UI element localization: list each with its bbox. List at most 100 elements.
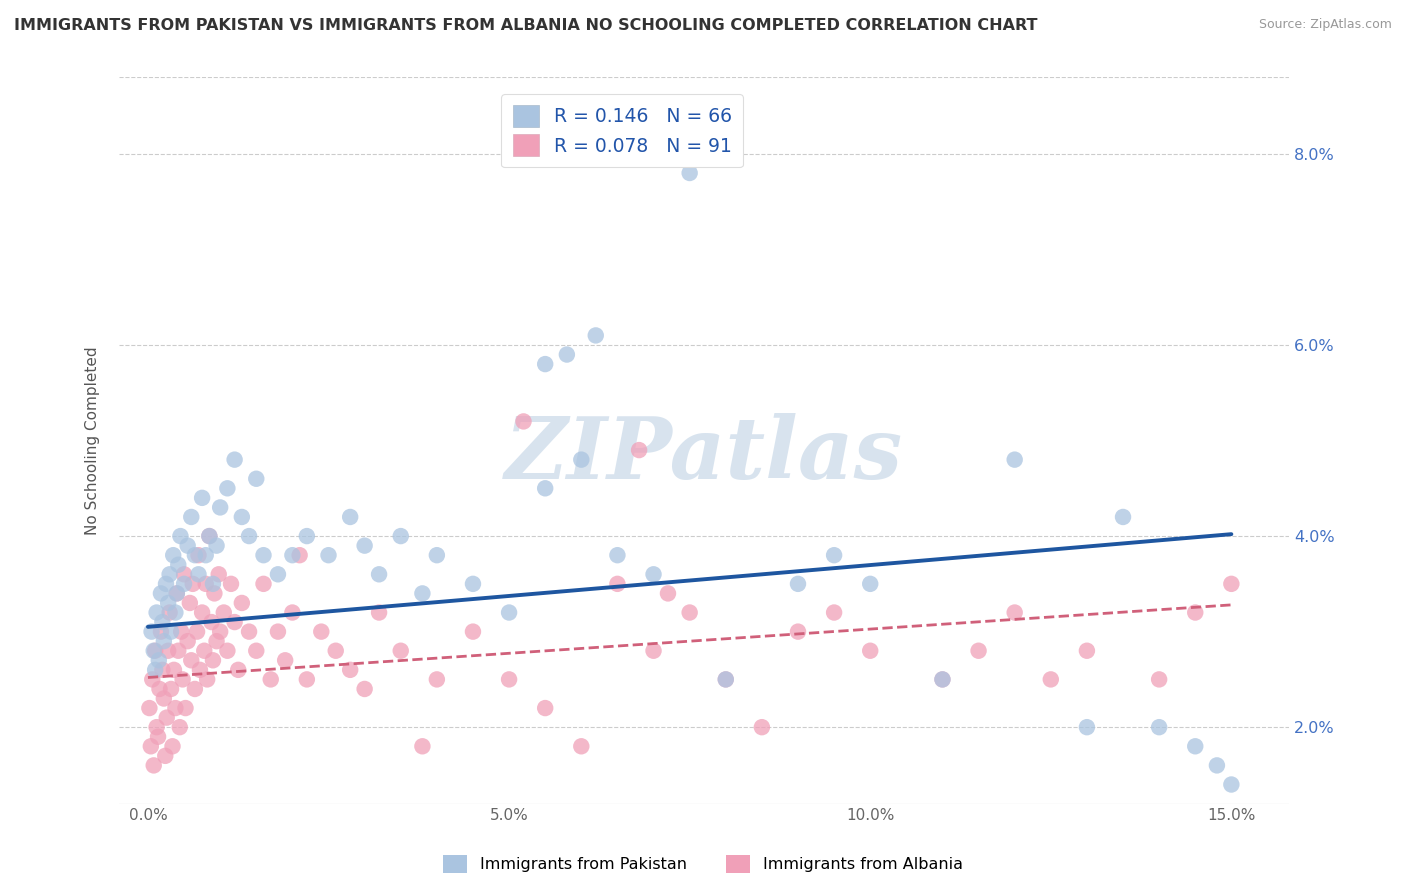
Point [208, 567, 231, 582]
Point [187, 567, 209, 582]
Point [534, 357, 557, 371]
Point [426, 673, 449, 687]
Point [267, 567, 290, 582]
Point [159, 567, 181, 582]
Point [295, 673, 318, 687]
Point [170, 624, 193, 639]
Point [859, 644, 882, 658]
Point [1220, 577, 1243, 591]
Point [787, 624, 810, 639]
Point [138, 701, 160, 715]
Text: ZIPatlas: ZIPatlas [505, 413, 903, 497]
Point [281, 606, 304, 620]
Point [209, 500, 232, 515]
Point [657, 586, 679, 600]
Point [643, 567, 665, 582]
Point [823, 606, 845, 620]
Point [172, 673, 194, 687]
Point [141, 673, 163, 687]
Point [231, 510, 253, 524]
Point [146, 730, 169, 744]
Point [967, 644, 990, 658]
Point [187, 548, 209, 562]
Point [165, 701, 187, 715]
Point [555, 347, 578, 361]
Point [181, 577, 204, 591]
Point [311, 624, 333, 639]
Point [389, 644, 412, 658]
Point [679, 606, 702, 620]
Point [166, 586, 188, 600]
Point [931, 673, 953, 687]
Point [201, 577, 224, 591]
Point [1112, 510, 1135, 524]
Point [1004, 452, 1026, 467]
Point [202, 586, 225, 600]
Point [195, 673, 218, 687]
Point [191, 606, 214, 620]
Point [1206, 758, 1229, 772]
Point [142, 758, 165, 772]
Point [339, 510, 361, 524]
Point [1147, 720, 1170, 734]
Point [169, 720, 191, 734]
Point [260, 673, 283, 687]
Point [217, 481, 239, 495]
Point [411, 739, 433, 754]
Point [148, 681, 170, 696]
Point [194, 548, 217, 562]
Point [145, 606, 167, 620]
Point [238, 529, 260, 543]
Point [245, 644, 267, 658]
Point [224, 452, 246, 467]
Point [160, 624, 183, 639]
Point [174, 701, 197, 715]
Point [512, 414, 534, 428]
Point [166, 586, 188, 600]
Point [606, 577, 628, 591]
Point [159, 606, 181, 620]
Point [585, 328, 607, 343]
Point [142, 644, 165, 658]
Point [200, 615, 222, 629]
Point [143, 644, 166, 658]
Point [155, 577, 177, 591]
Point [859, 577, 882, 591]
Point [411, 586, 433, 600]
Point [162, 739, 184, 754]
Text: IMMIGRANTS FROM PAKISTAN VS IMMIGRANTS FROM ALBANIA NO SCHOOLING COMPLETED CORRE: IMMIGRANTS FROM PAKISTAN VS IMMIGRANTS F… [14, 18, 1038, 33]
Point [461, 577, 484, 591]
Point [156, 711, 179, 725]
Point [295, 529, 318, 543]
Point [643, 644, 665, 658]
Point [176, 539, 198, 553]
Point [150, 663, 173, 677]
Point [1184, 606, 1206, 620]
Point [339, 663, 361, 677]
Point [231, 596, 253, 610]
Point [217, 644, 239, 658]
Point [176, 634, 198, 648]
Point [1076, 644, 1098, 658]
Point [281, 548, 304, 562]
Point [1039, 673, 1062, 687]
Legend: R = 0.146   N = 66, R = 0.078   N = 91: R = 0.146 N = 66, R = 0.078 N = 91 [502, 94, 742, 168]
Point [1076, 720, 1098, 734]
Point [288, 548, 311, 562]
Point [1184, 739, 1206, 754]
Point [219, 577, 242, 591]
Point [186, 624, 208, 639]
Point [714, 673, 737, 687]
Legend: Immigrants from Pakistan, Immigrants from Albania: Immigrants from Pakistan, Immigrants fro… [436, 848, 970, 880]
Point [188, 663, 211, 677]
Point [180, 653, 202, 667]
Point [1004, 606, 1026, 620]
Point [823, 548, 845, 562]
Point [149, 624, 172, 639]
Point [389, 529, 412, 543]
Point [148, 653, 170, 667]
Point [534, 701, 557, 715]
Point [318, 548, 340, 562]
Point [224, 615, 246, 629]
Point [1220, 777, 1243, 791]
